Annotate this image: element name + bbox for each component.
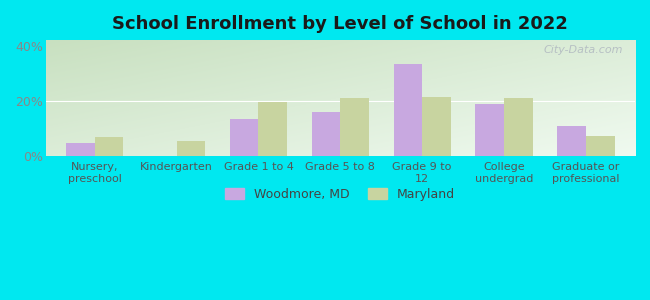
- Bar: [557, 126, 586, 156]
- Bar: [95, 137, 124, 156]
- Title: School Enrollment by Level of School in 2022: School Enrollment by Level of School in …: [112, 15, 568, 33]
- Legend: Woodmore, MD, Maryland: Woodmore, MD, Maryland: [220, 183, 460, 206]
- Bar: [259, 102, 287, 156]
- Text: City-Data.com: City-Data.com: [543, 45, 623, 55]
- Bar: [586, 136, 614, 156]
- Bar: [177, 141, 205, 156]
- Bar: [341, 98, 369, 156]
- Bar: [230, 119, 259, 156]
- Bar: [475, 104, 504, 156]
- Bar: [504, 98, 533, 156]
- Bar: [312, 112, 341, 156]
- Bar: [393, 64, 422, 156]
- Bar: [422, 97, 451, 156]
- Bar: [66, 142, 95, 156]
